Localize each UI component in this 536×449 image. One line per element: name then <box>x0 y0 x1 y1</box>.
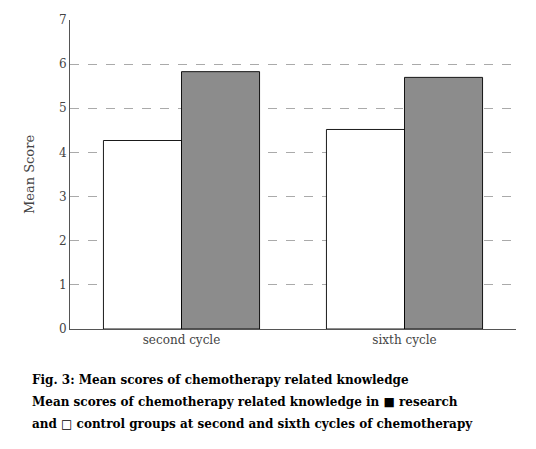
svg-text:7: 7 <box>59 13 67 27</box>
svg-text:1: 1 <box>59 278 67 292</box>
svg-text:Mean Score: Mean Score <box>22 135 37 214</box>
svg-text:sixth cycle: sixth cycle <box>372 333 436 347</box>
svg-text:5: 5 <box>59 101 67 115</box>
svg-text:2: 2 <box>59 234 67 248</box>
svg-text:3: 3 <box>59 190 67 204</box>
svg-text:and □ control groups at second: and □ control groups at second and sixth… <box>32 417 473 431</box>
svg-text:0: 0 <box>59 322 67 336</box>
svg-text:Mean scores of chemotherapy re: Mean scores of chemotherapy related know… <box>32 395 458 409</box>
svg-text:second cycle: second cycle <box>143 333 221 347</box>
svg-text:4: 4 <box>59 146 67 160</box>
svg-text:6: 6 <box>59 57 67 71</box>
svg-text:Fig. 3: Mean scores of chemoth: Fig. 3: Mean scores of chemotherapy rela… <box>32 373 409 387</box>
